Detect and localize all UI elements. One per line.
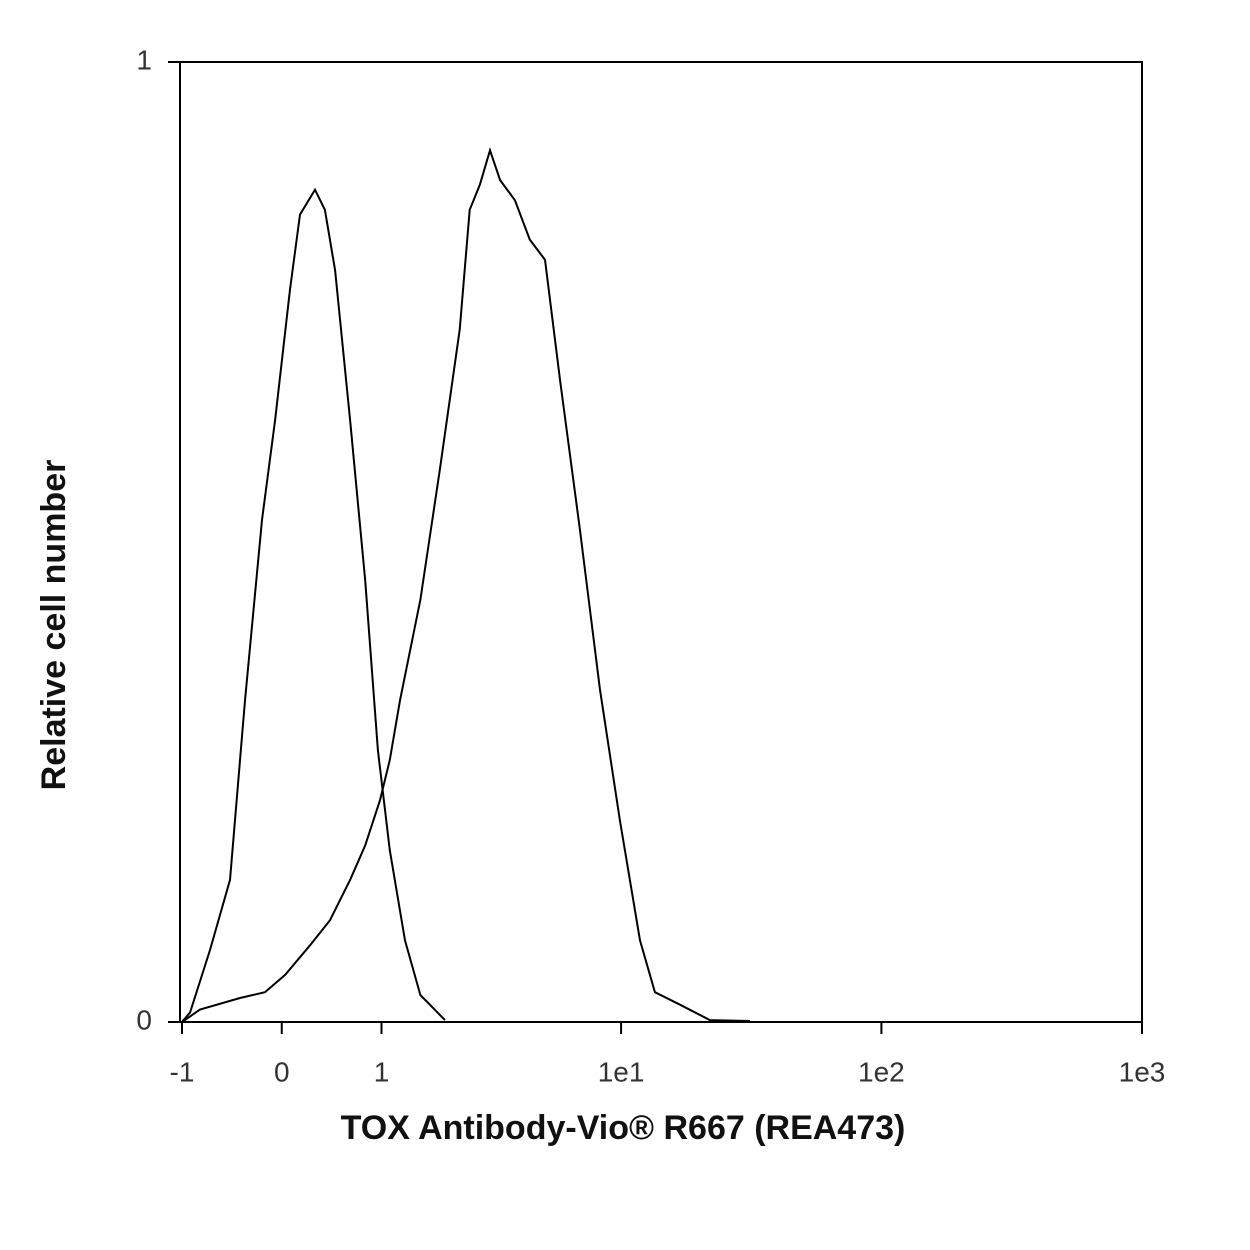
x-tick-label: -1 [170, 1056, 195, 1087]
y-axis-title: Relative cell number [35, 460, 73, 791]
x-tick-label: 1e1 [598, 1056, 645, 1087]
x-tick-label: 1e2 [858, 1056, 905, 1087]
x-axis-title: TOX Antibody-Vio® R667 (REA473) [341, 1109, 906, 1147]
x-tick-label: 1e3 [1119, 1056, 1166, 1087]
x-tick-label: 1 [374, 1056, 390, 1087]
histogram-line [181, 187, 446, 1023]
plot-frame [179, 61, 1143, 1023]
histogram-line [181, 146, 751, 1023]
y-tick-label: 0 [136, 1004, 152, 1035]
y-tick-label: 1 [136, 44, 152, 75]
x-tick-label: 0 [274, 1056, 290, 1087]
